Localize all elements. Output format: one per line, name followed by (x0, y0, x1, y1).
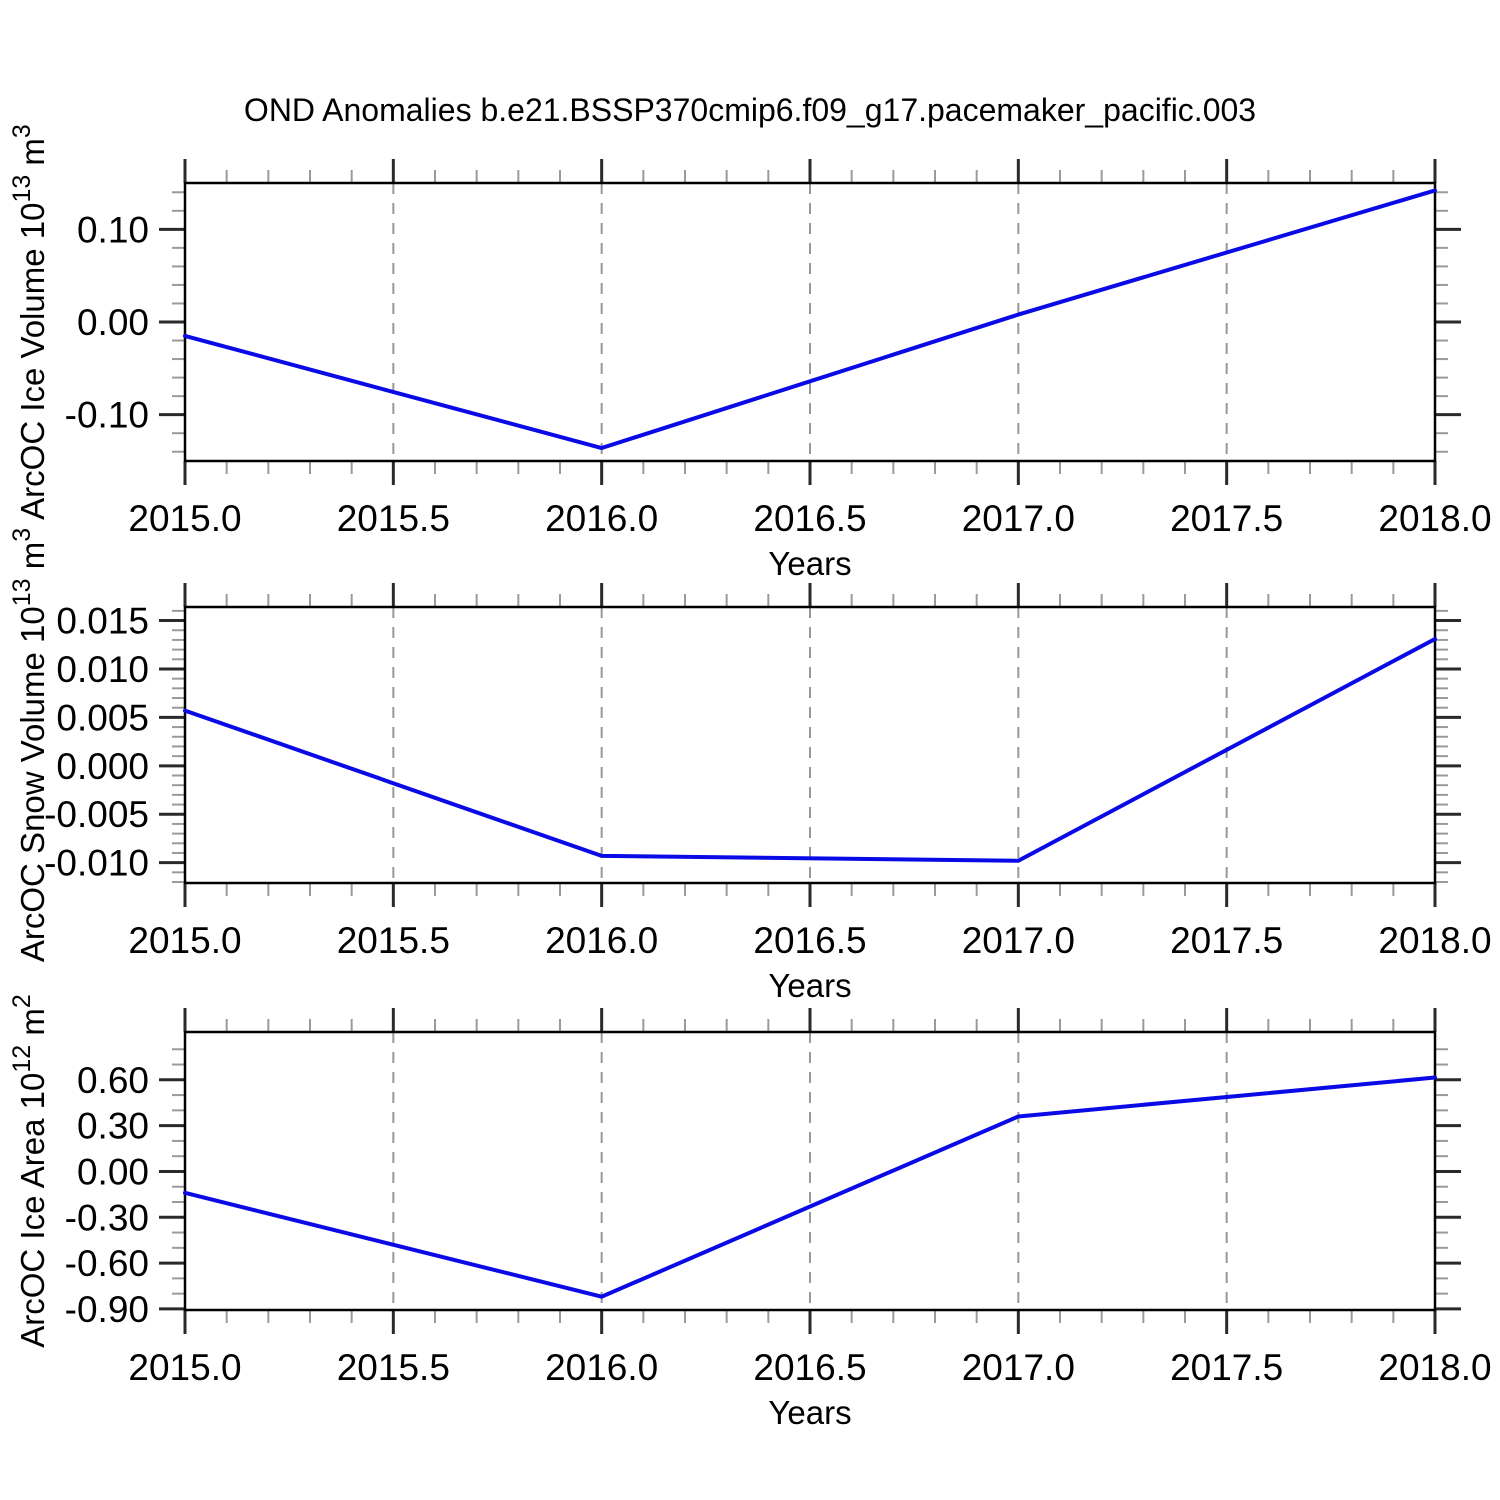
x-tick-label: 2018.0 (1378, 1347, 1491, 1388)
x-tick-label: 2015.0 (128, 498, 241, 539)
y-tick-label: 0.015 (56, 601, 149, 642)
y-tick-label: -0.60 (65, 1243, 149, 1284)
y-tick-label: 0.000 (56, 746, 149, 787)
x-axis-title: Years (768, 967, 851, 1004)
x-tick-label: 2016.0 (545, 1347, 658, 1388)
y-tick-label: -0.10 (65, 395, 149, 436)
y-tick-label: 0.00 (77, 1151, 149, 1192)
y-tick-label: 0.00 (77, 302, 149, 343)
x-tick-label: 2017.5 (1170, 498, 1283, 539)
x-tick-label: 2016.5 (753, 920, 866, 961)
y-axis-title: ArcOC Snow Volume 1013 m3 (8, 528, 51, 962)
x-axis-title: Years (768, 545, 851, 582)
y-tick-label: -0.30 (65, 1197, 149, 1238)
x-tick-label: 2018.0 (1378, 920, 1491, 961)
y-tick-label: -0.90 (65, 1289, 149, 1330)
x-tick-label: 2016.5 (753, 1347, 866, 1388)
x-tick-label: 2015.0 (128, 920, 241, 961)
x-tick-label: 2018.0 (1378, 498, 1491, 539)
x-tick-label: 2017.0 (962, 1347, 1075, 1388)
y-tick-label: -0.005 (44, 794, 149, 835)
y-tick-label: 0.60 (77, 1060, 149, 1101)
x-tick-label: 2016.0 (545, 498, 658, 539)
plot-frame (183, 605, 1437, 885)
arcoc-snow-volume-line (183, 636, 1437, 863)
x-tick-label: 2017.5 (1170, 1347, 1283, 1388)
x-tick-label: 2017.0 (962, 498, 1075, 539)
x-tick-label: 2016.5 (753, 498, 866, 539)
y-tick-label: 0.10 (77, 209, 149, 250)
y-axis-title: ArcOC Ice Area 1012 m2 (8, 994, 51, 1348)
y-axis-title: ArcOC Ice Volume 1013 m3 (8, 124, 51, 520)
plot-frame (183, 1030, 1437, 1312)
x-tick-label: 2015.5 (337, 1347, 450, 1388)
y-tick-label: -0.010 (44, 843, 149, 884)
x-tick-label: 2017.5 (1170, 920, 1283, 961)
x-axis-title: Years (768, 1394, 851, 1431)
figure-title: OND Anomalies b.e21.BSSP370cmip6.f09_g17… (243, 92, 1257, 128)
y-tick-label: 0.30 (77, 1106, 149, 1147)
plot-frame (183, 181, 1437, 463)
x-tick-label: 2017.0 (962, 920, 1075, 961)
x-tick-label: 2015.0 (128, 1347, 241, 1388)
y-tick-label: 0.005 (56, 697, 149, 738)
x-tick-label: 2015.5 (337, 498, 450, 539)
arcoc-ice-area-line (183, 1075, 1437, 1299)
x-tick-label: 2016.0 (545, 920, 658, 961)
y-tick-label: 0.010 (56, 649, 149, 690)
arcoc-ice-volume-line (183, 188, 1437, 451)
x-tick-label: 2015.5 (337, 920, 450, 961)
